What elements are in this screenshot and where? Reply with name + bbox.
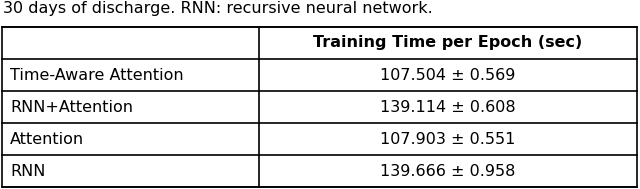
Text: 30 days of discharge. RNN: recursive neural network.: 30 days of discharge. RNN: recursive neu… <box>3 1 433 16</box>
Text: RNN: RNN <box>10 163 45 178</box>
Text: 107.903 ± 0.551: 107.903 ± 0.551 <box>380 132 516 146</box>
Text: Training Time per Epoch (sec): Training Time per Epoch (sec) <box>314 36 582 50</box>
Text: 139.114 ± 0.608: 139.114 ± 0.608 <box>380 99 516 115</box>
Text: Attention: Attention <box>10 132 84 146</box>
Text: 139.666 ± 0.958: 139.666 ± 0.958 <box>380 163 516 178</box>
Text: Time-Aware Attention: Time-Aware Attention <box>10 67 184 83</box>
Text: RNN+Attention: RNN+Attention <box>10 99 133 115</box>
Text: 107.504 ± 0.569: 107.504 ± 0.569 <box>380 67 516 83</box>
